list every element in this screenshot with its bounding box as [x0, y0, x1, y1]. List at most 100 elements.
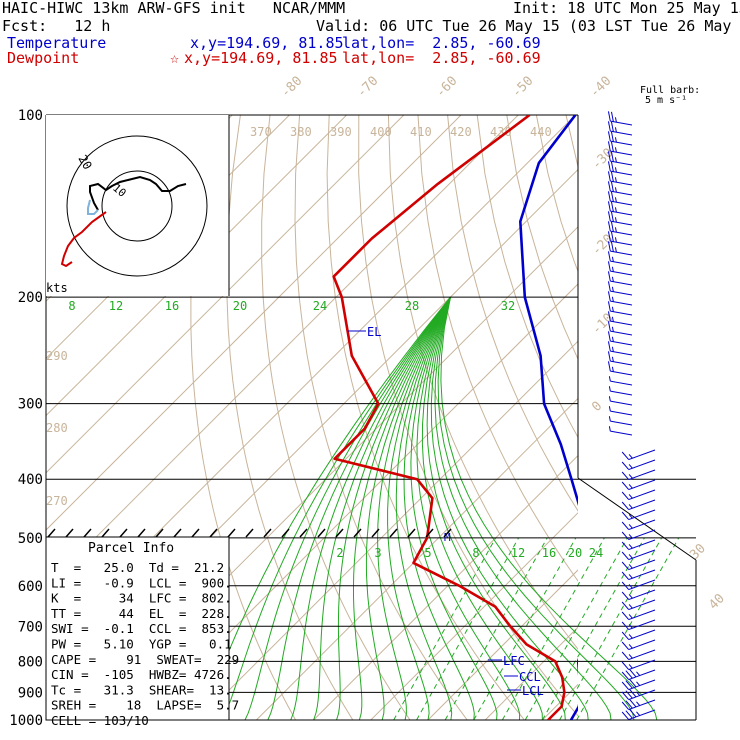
- moist-adiabat-label: 32: [501, 299, 515, 313]
- barb-staff: [610, 390, 633, 396]
- parcel-info-row: CELL = 103/10: [51, 713, 149, 728]
- barb-staff: [628, 659, 656, 671]
- hatch-mark: [335, 528, 344, 538]
- wind-barb: [607, 201, 633, 216]
- hodograph-ring-inner: [101, 170, 173, 242]
- barb-flag: [621, 541, 630, 550]
- barb-flag: [636, 711, 641, 716]
- barb-flag: [621, 671, 630, 680]
- wind-barb: [621, 529, 656, 541]
- wind-barb: [621, 559, 656, 571]
- barb-flag: [611, 306, 614, 312]
- barb-staff: [628, 579, 656, 591]
- mixing-ratio-line: [416, 537, 520, 720]
- barb-flag: [611, 171, 614, 182]
- barb-staff: [610, 360, 633, 366]
- wind-barb: [621, 509, 656, 521]
- barb-flag: [611, 266, 614, 272]
- pressure-label: 600: [18, 579, 43, 595]
- mixing-ratio-label: 24: [589, 546, 603, 560]
- barb-staff: [628, 549, 656, 561]
- barb-staff: [610, 330, 633, 336]
- dry-adiabat: [417, 115, 578, 582]
- isotherm-label: 40: [706, 591, 728, 613]
- barb-staff: [628, 479, 656, 491]
- barb-flag: [625, 670, 633, 679]
- barb-flag: [611, 121, 614, 132]
- wind-barb: [607, 121, 633, 136]
- parcel-info-row: CIN = -105 HWBZ= 4726.: [51, 667, 232, 682]
- barb-flag: [621, 481, 630, 490]
- hodograph-trace-mid: [87, 199, 99, 215]
- adiabat-grid: [198, 296, 680, 720]
- barb-flag: [614, 197, 617, 203]
- barb-flag: [628, 474, 633, 479]
- barb-staff: [628, 529, 656, 541]
- barb-flag: [621, 631, 630, 640]
- barb-flag: [607, 221, 611, 232]
- moist-adiabat-label: 24: [313, 299, 327, 313]
- wind-barb: [621, 479, 656, 491]
- wind-barb: [621, 639, 656, 651]
- barb-flag: [621, 451, 630, 460]
- barb-flag: [607, 311, 611, 322]
- barb-flag: [607, 171, 611, 182]
- barb-staff: [610, 370, 633, 376]
- dry-adiabat: [476, 115, 578, 439]
- wind-barb: [607, 241, 633, 256]
- parcel-info-row: CAPE = 91 SWEAT= 229: [51, 652, 239, 667]
- wind-barb: [621, 449, 656, 461]
- barb-staff: [610, 260, 633, 266]
- wind-barb: [621, 599, 656, 611]
- barb-staff: [610, 140, 633, 146]
- barb-staff: [628, 569, 656, 581]
- wind-barb: [621, 539, 656, 551]
- isotherm: [313, 454, 578, 720]
- wind-barb: [607, 281, 633, 296]
- barb-flag: [628, 464, 633, 469]
- dewpoint-legend-latlon: lat,lon= 2.85, -60.69: [342, 49, 541, 67]
- barb-staff: [610, 230, 633, 236]
- isotherm-label: -80: [278, 74, 305, 101]
- isotherm: [46, 115, 405, 474]
- barb-legend-line2: 5 m s⁻¹: [645, 95, 688, 106]
- barb-flag: [621, 561, 630, 570]
- barb-flag: [621, 511, 630, 520]
- barb-flag: [628, 454, 633, 459]
- dry-adiabat: [655, 115, 740, 720]
- barb-flag: [611, 161, 614, 172]
- wind-barb: [607, 271, 633, 286]
- forecast-hour: Fcst: 12 h: [2, 17, 111, 35]
- dry-adiabat: [294, 115, 468, 720]
- barb-staff: [610, 380, 633, 386]
- barb-flag: [628, 644, 633, 649]
- temperature-legend-latlon: lat,lon= 2.85, -60.69: [342, 34, 541, 52]
- hodograph-units: kts: [46, 281, 68, 295]
- barb-staff: [610, 210, 633, 216]
- barb-flag: [636, 671, 641, 676]
- wind-barb: [608, 376, 633, 386]
- barb-flag: [628, 634, 633, 639]
- barb-staff: [610, 340, 633, 346]
- isotherm: [370, 512, 578, 720]
- wind-barb: [608, 396, 633, 406]
- dry-adiabat: [447, 115, 578, 512]
- hatch-mark: [191, 528, 200, 538]
- barb-staff: [628, 689, 656, 701]
- barb-flag: [628, 604, 633, 609]
- isotherm: [657, 115, 740, 720]
- parcel-info-row: SREH = 18 LAPSE= 5.7: [51, 698, 239, 713]
- barb-flag: [607, 151, 611, 162]
- wind-barb: [607, 341, 633, 356]
- hatch-mark: [443, 528, 452, 538]
- barb-flag: [629, 678, 637, 688]
- wind-barb: [607, 251, 633, 266]
- mixing-ratio-label: 12: [511, 546, 525, 560]
- barb-flag: [628, 584, 633, 589]
- pressure-label: 200: [18, 290, 43, 306]
- hatch-mark: [281, 528, 290, 538]
- pressure-label: 700: [18, 619, 43, 635]
- barb-flag: [614, 177, 617, 183]
- barb-staff: [610, 400, 633, 406]
